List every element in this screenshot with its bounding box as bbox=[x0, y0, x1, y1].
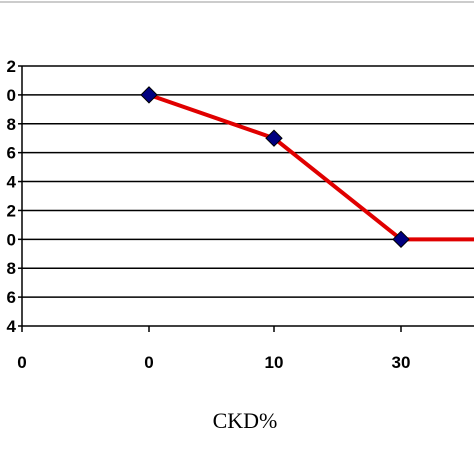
gridlines bbox=[22, 65, 474, 327]
y-tick-label: 2 bbox=[7, 201, 16, 220]
y-tick-labels: 2 0 8 6 4 2 0 8 6 4 bbox=[7, 57, 17, 336]
y-tick-label: 8 bbox=[7, 259, 16, 278]
y-tick-label: 0 bbox=[7, 86, 16, 105]
x-tick-label: 10 bbox=[265, 353, 284, 372]
series-layer bbox=[140, 86, 474, 249]
data-point-marker bbox=[392, 230, 410, 249]
y-tick-label: 0 bbox=[7, 230, 16, 249]
y-tick-label: 8 bbox=[7, 115, 16, 134]
x-tick-label: 30 bbox=[392, 353, 411, 372]
y-tick-label: 2 bbox=[7, 57, 16, 76]
y-tick-label: 6 bbox=[7, 144, 16, 163]
y-tick-label: 4 bbox=[7, 317, 17, 336]
x-tick-labels: 00103050 bbox=[17, 353, 411, 372]
data-point-marker bbox=[265, 129, 283, 147]
series-line bbox=[148, 92, 474, 242]
y-tick-label: 6 bbox=[7, 288, 16, 307]
data-point-marker bbox=[140, 86, 158, 104]
x-tick-label: 0 bbox=[144, 353, 153, 372]
axes bbox=[18, 65, 402, 332]
x-axis-title: CKD% bbox=[213, 408, 278, 433]
x-tick-label: 0 bbox=[17, 353, 26, 372]
y-tick-label: 4 bbox=[7, 173, 17, 192]
